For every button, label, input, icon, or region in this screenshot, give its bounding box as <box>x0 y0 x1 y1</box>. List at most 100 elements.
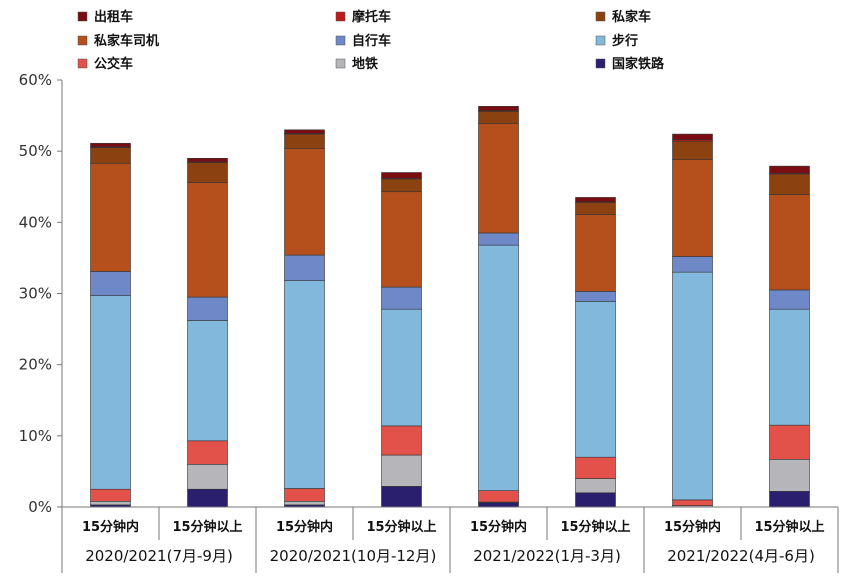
bar-segment <box>381 286 422 310</box>
bar-segment <box>672 271 713 501</box>
legend-swatch <box>595 11 606 22</box>
bar-segment <box>575 197 616 202</box>
bar-segment <box>478 106 519 111</box>
bar-segment <box>187 162 228 183</box>
legend-label: 步行 <box>612 33 638 49</box>
bar-segment <box>381 454 422 487</box>
bar-segment <box>478 502 519 508</box>
x-category-label: 15分钟内 <box>470 519 527 535</box>
y-tick-label: 20% <box>19 356 52 374</box>
bar-segment <box>769 194 810 291</box>
bar-segment <box>90 271 131 296</box>
bar-segment <box>672 159 713 257</box>
bar-segment <box>478 232 519 246</box>
bar-segment <box>90 162 131 272</box>
bar-segment <box>284 501 325 506</box>
bar-segment <box>187 157 228 163</box>
bar-segment <box>672 133 713 141</box>
bar-segment <box>672 256 713 273</box>
bar-segment <box>769 289 810 310</box>
bar-segment <box>769 491 810 508</box>
bar-segment <box>478 244 519 491</box>
x-group-label: 2020/2021(10月-12月) <box>270 547 437 565</box>
bar-segment <box>575 456 616 479</box>
bar-segment <box>769 424 810 460</box>
bar-segment <box>90 143 131 148</box>
legend-swatch <box>77 11 88 22</box>
x-category-label: 15分钟内 <box>276 519 333 535</box>
bar-segment <box>575 478 616 494</box>
legend-label: 摩托车 <box>352 9 391 25</box>
x-category-label: 15分钟以上 <box>172 519 242 535</box>
x-category-label: 15分钟内 <box>82 519 139 535</box>
legend-swatch <box>335 35 346 46</box>
bar-segment <box>575 202 616 215</box>
bar-segment <box>769 308 810 426</box>
x-category-label: 15分钟以上 <box>366 519 436 535</box>
legend-swatch <box>595 58 606 69</box>
bar-segment <box>284 129 325 134</box>
bar-segment <box>90 488 131 502</box>
bar-segment <box>575 291 616 302</box>
bar-segment <box>90 501 131 506</box>
legend-swatch <box>335 11 346 22</box>
legend-swatch <box>77 58 88 69</box>
bars <box>90 106 810 508</box>
x-group-label: 2020/2021(7月-9月) <box>85 547 233 565</box>
bar-segment <box>187 488 228 508</box>
bar-segment <box>381 425 422 456</box>
bar-segment <box>672 499 713 506</box>
bar-segment <box>90 147 131 164</box>
bar-segment <box>478 123 519 234</box>
legend-label: 私家车司机 <box>94 33 159 49</box>
legend-swatch <box>77 35 88 46</box>
bar-segment <box>284 254 325 281</box>
bar-segment <box>478 111 519 124</box>
bar-segment <box>284 133 325 149</box>
bar-segment <box>575 301 616 458</box>
bar-segment <box>90 295 131 490</box>
legend-swatch <box>595 35 606 46</box>
legend-label: 私家车 <box>612 9 651 25</box>
y-axis: 0% 10% 20% 30% 40% 50% 60% <box>19 71 63 516</box>
y-tick-label: 0% <box>28 498 52 516</box>
bar-segment <box>381 191 422 288</box>
legend-label: 公交车 <box>94 56 133 72</box>
bar-segment <box>381 486 422 508</box>
x-category-label: 15分钟以上 <box>560 519 630 535</box>
bar-segment <box>478 490 519 503</box>
bar-segment <box>575 492 616 508</box>
bar-segment <box>284 280 325 489</box>
x-group-label: 2021/2022(1月-3月) <box>473 547 621 565</box>
bar-segment <box>381 308 422 427</box>
bar-segment <box>769 165 810 174</box>
bar-segment <box>381 178 422 193</box>
bar-segment <box>187 296 228 321</box>
bar-segment <box>187 463 228 490</box>
legend-label: 地铁 <box>352 56 378 72</box>
bar-segment <box>381 172 422 179</box>
bar-segment <box>672 140 713 161</box>
y-tick-label: 60% <box>19 71 52 89</box>
bar-segment <box>187 320 228 442</box>
y-tick-label: 40% <box>19 213 52 231</box>
bar-segment <box>769 459 810 492</box>
legend-label: 出租车 <box>94 9 133 25</box>
bar-segment <box>284 148 325 256</box>
bar-segment <box>575 214 616 292</box>
y-tick-label: 50% <box>19 142 52 160</box>
x-category-label: 15分钟内 <box>664 519 721 535</box>
y-tick-label: 10% <box>19 427 52 445</box>
x-category-label: 15分钟以上 <box>754 519 824 535</box>
bar-segment <box>284 488 325 502</box>
bar-segment <box>769 173 810 195</box>
bar-segment <box>187 440 228 465</box>
legend-label: 国家铁路 <box>612 56 665 72</box>
legend-swatch <box>335 58 346 69</box>
x-group-label: 2021/2022(4月-6月) <box>667 547 815 565</box>
y-tick-label: 30% <box>19 285 52 303</box>
legend-label: 自行车 <box>352 33 391 49</box>
x-axis: 15分钟内 15分钟以上 15分钟内 15分钟以上 15分钟内 15分钟以上 15分钟内 15… <box>61 506 839 573</box>
